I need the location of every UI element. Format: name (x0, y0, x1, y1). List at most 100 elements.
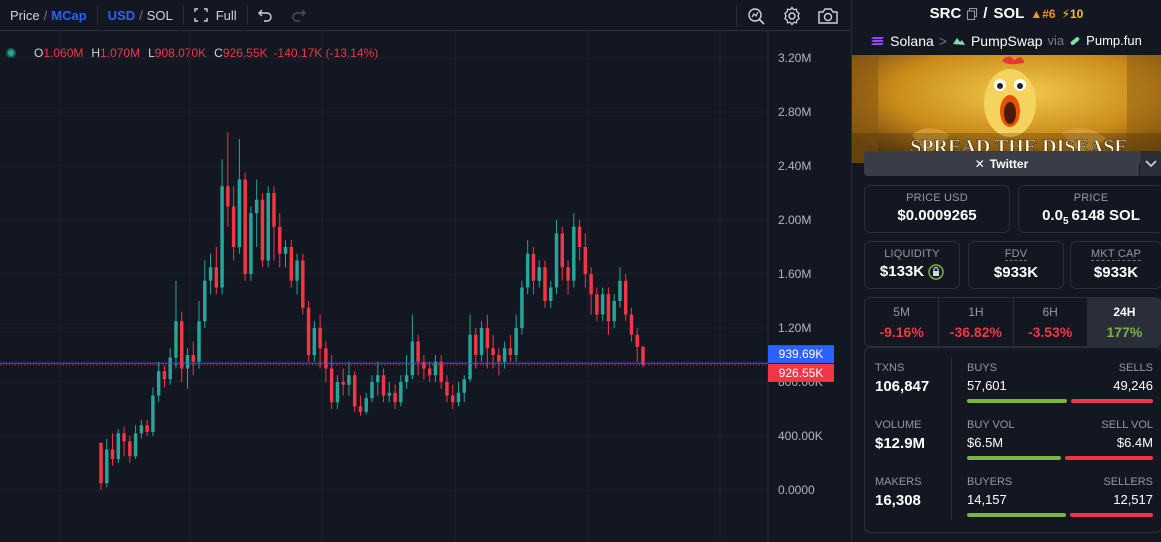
mcap-option[interactable]: MCap (51, 7, 87, 23)
fdv-value: $933K (993, 264, 1039, 281)
buyers-bar (967, 513, 1066, 517)
price-usd-card: PRICE USD $0.0009265 (864, 185, 1010, 233)
chart-toolbar: Price / MCap USD / SOL Full (0, 0, 851, 31)
candle-body (260, 199, 265, 261)
candle-body (139, 425, 144, 434)
zoom-chart-icon (748, 7, 765, 25)
settings-button[interactable] (775, 0, 809, 31)
timeframe-tab-6h[interactable]: 6H -3.53% (1014, 298, 1088, 346)
candle-body (145, 425, 149, 432)
candle-body (589, 274, 593, 295)
candle-body (376, 375, 380, 382)
timeframe-tab-24h[interactable]: 24H 177% (1087, 298, 1161, 346)
candle-body (612, 301, 616, 322)
usd-option[interactable]: USD (107, 7, 136, 23)
price-option[interactable]: Price (10, 7, 40, 23)
candle-body (618, 280, 622, 301)
candle-body (387, 392, 392, 396)
price-zero-count: 5 (1062, 216, 1069, 227)
dex-link[interactable]: PumpSwap (970, 32, 1043, 49)
txns-value: 106,847 (875, 378, 930, 395)
sol-option[interactable]: SOL (146, 7, 173, 23)
buys-bar (967, 399, 1068, 403)
boosts-badge[interactable]: ⚡10 (1061, 6, 1084, 21)
price-mcap-toggle[interactable]: Price / MCap (0, 0, 97, 31)
volume-label: VOLUME (875, 419, 922, 431)
candle-body (502, 348, 507, 362)
route-arrow: > (938, 32, 947, 49)
sellvol-bar (1064, 456, 1153, 460)
candle-body (243, 179, 247, 274)
price-tag-last-label: 926.55K (779, 366, 824, 380)
pumpswap-icon (952, 37, 965, 45)
sellers-value: 12,517 (1113, 492, 1153, 507)
twitter-button[interactable]: ✕ Twitter (864, 151, 1139, 176)
launchpad-link[interactable]: Pump.fun (1086, 33, 1142, 48)
divider (246, 5, 248, 25)
makers-label: MAKERS (875, 476, 922, 488)
route-breadcrumb: Solana > PumpSwap via Pump.fun (852, 27, 1161, 54)
candle-body (289, 247, 294, 281)
boosts-value: 10 (1070, 6, 1084, 21)
liquidity-value: $133K (879, 263, 925, 280)
candle-body (329, 368, 334, 403)
candlestick-chart[interactable]: 3.20M2.80M2.40M2.00M1.60M1.20M800.00K400… (0, 31, 851, 542)
pair-header: SRC / SOL ▲#6 ⚡10 (852, 0, 1161, 27)
buyers-sellers-bar (967, 513, 1153, 517)
sells-value: 49,246 (1113, 378, 1153, 393)
sellvol-value: $6.4M (1116, 435, 1153, 450)
candle-body (416, 341, 420, 362)
candle-body (439, 361, 443, 382)
currency-toggle[interactable]: USD / SOL (98, 0, 183, 31)
price-tag-last (768, 363, 834, 382)
volume-split-bar (967, 456, 1153, 460)
undo-button[interactable] (248, 0, 282, 31)
fullscreen-button[interactable]: Full (184, 0, 247, 31)
candle-body (554, 233, 559, 288)
more-links-button[interactable] (1140, 151, 1161, 176)
chain-link[interactable]: Solana (890, 32, 934, 49)
candle-body (525, 253, 530, 288)
fdv-label-text: FDV (1004, 248, 1028, 261)
fdv-label: FDV (969, 248, 1063, 261)
open-value: 1.060M (43, 46, 84, 60)
timeframe-tab-5m[interactable]: 5M -9.16% (865, 298, 940, 346)
candle-body (324, 348, 328, 369)
candle-body (347, 375, 351, 385)
timeframe-label: 6H (1042, 305, 1058, 319)
lock-icon[interactable] (928, 263, 944, 280)
candle-body (226, 186, 230, 207)
change-value: -140.17K (-13.14%) (273, 46, 379, 60)
indicator-search-button[interactable] (739, 0, 773, 31)
buyvol-value: $6.5M (967, 435, 1004, 450)
buyers-value: 14,157 (967, 492, 1007, 507)
rank-badge[interactable]: ▲#6 (1030, 6, 1056, 21)
redo-button[interactable] (282, 0, 316, 31)
mktcap-value: $933K (1093, 264, 1139, 281)
divider (182, 5, 184, 25)
price-suffix: 6148 SOL (1071, 207, 1140, 224)
candle-body (404, 375, 409, 382)
candle-body (341, 382, 345, 385)
chart-panel: Price / MCap USD / SOL Full (0, 0, 851, 542)
candle-body (110, 449, 115, 459)
y-tick-label: 3.20M (778, 51, 811, 65)
candle-body (272, 193, 276, 227)
sells-label: SELLS (1118, 362, 1153, 374)
series-visibility-icon[interactable] (6, 48, 16, 58)
timeframe-tab-1h[interactable]: 1H -36.82% (939, 298, 1014, 346)
candle-body (370, 382, 374, 399)
candle-body (156, 371, 161, 396)
y-tick-label: 0.0000 (778, 483, 815, 497)
candle-body (399, 382, 403, 403)
buyvol-bar (967, 456, 1061, 460)
makers-value: 16,308 (875, 492, 921, 509)
candle-body (168, 357, 172, 380)
candle-body (179, 321, 184, 369)
candle-body (433, 361, 438, 376)
slash: / (139, 7, 143, 23)
candle-body (237, 179, 242, 247)
screenshot-button[interactable] (811, 0, 845, 31)
copy-icon[interactable] (967, 7, 978, 20)
candle-body (116, 433, 121, 459)
